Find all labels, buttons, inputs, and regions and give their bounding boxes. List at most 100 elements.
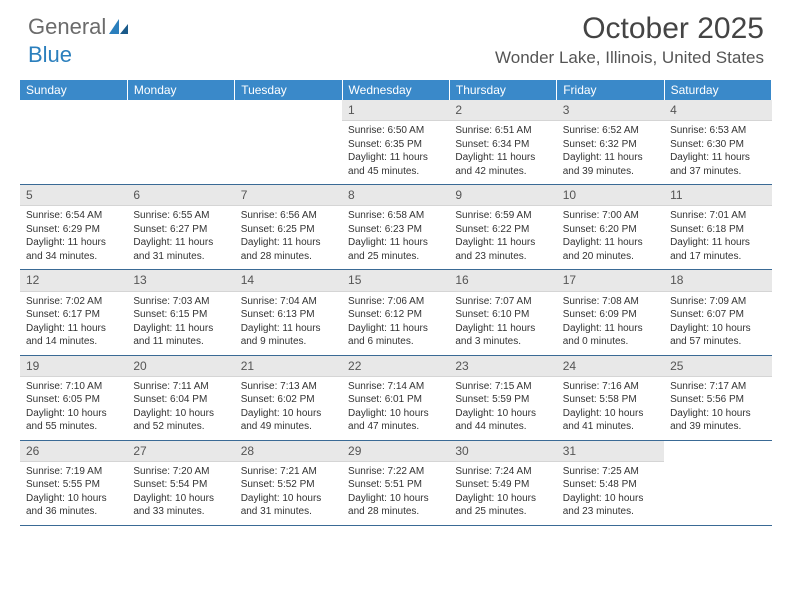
sunrise-text: Sunrise: 7:20 AM (133, 465, 228, 479)
day-content: Sunrise: 7:14 AMSunset: 6:01 PMDaylight:… (342, 377, 449, 440)
sunrise-text: Sunrise: 7:25 AM (563, 465, 658, 479)
day-number: 19 (20, 356, 127, 377)
sunrise-text: Sunrise: 7:06 AM (348, 295, 443, 309)
sunset-text: Sunset: 6:18 PM (670, 223, 765, 237)
sunset-text: Sunset: 6:07 PM (670, 308, 765, 322)
sunrise-text: Sunrise: 7:03 AM (133, 295, 228, 309)
daylight-text: Daylight: 11 hours and 23 minutes. (455, 236, 550, 263)
sunrise-text: Sunrise: 7:02 AM (26, 295, 121, 309)
sunset-text: Sunset: 6:29 PM (26, 223, 121, 237)
day-content: Sunrise: 6:58 AMSunset: 6:23 PMDaylight:… (342, 206, 449, 269)
daylight-text: Daylight: 11 hours and 25 minutes. (348, 236, 443, 263)
day-number: 28 (235, 441, 342, 462)
sunrise-text: Sunrise: 6:51 AM (455, 124, 550, 138)
sunrise-text: Sunrise: 7:00 AM (563, 209, 658, 223)
daylight-text: Daylight: 11 hours and 20 minutes. (563, 236, 658, 263)
calendar-day-cell: 31Sunrise: 7:25 AMSunset: 5:48 PMDayligh… (557, 440, 664, 525)
daylight-text: Daylight: 11 hours and 11 minutes. (133, 322, 228, 349)
calendar-day-cell: 15Sunrise: 7:06 AMSunset: 6:12 PMDayligh… (342, 270, 449, 355)
weekday-header-row: Sunday Monday Tuesday Wednesday Thursday… (20, 80, 772, 100)
sunset-text: Sunset: 6:13 PM (241, 308, 336, 322)
daylight-text: Daylight: 10 hours and 47 minutes. (348, 407, 443, 434)
calendar-table: Sunday Monday Tuesday Wednesday Thursday… (20, 80, 772, 526)
day-content: Sunrise: 6:56 AMSunset: 6:25 PMDaylight:… (235, 206, 342, 269)
sunrise-text: Sunrise: 7:07 AM (455, 295, 550, 309)
day-content: Sunrise: 7:25 AMSunset: 5:48 PMDaylight:… (557, 462, 664, 525)
day-content: Sunrise: 7:00 AMSunset: 6:20 PMDaylight:… (557, 206, 664, 269)
calendar-day-cell: 16Sunrise: 7:07 AMSunset: 6:10 PMDayligh… (449, 270, 556, 355)
calendar-day-cell (235, 100, 342, 185)
sunrise-text: Sunrise: 6:54 AM (26, 209, 121, 223)
day-content: Sunrise: 7:16 AMSunset: 5:58 PMDaylight:… (557, 377, 664, 440)
calendar-day-cell: 10Sunrise: 7:00 AMSunset: 6:20 PMDayligh… (557, 185, 664, 270)
day-number: 21 (235, 356, 342, 377)
day-number: 24 (557, 356, 664, 377)
daylight-text: Daylight: 10 hours and 39 minutes. (670, 407, 765, 434)
day-content: Sunrise: 7:22 AMSunset: 5:51 PMDaylight:… (342, 462, 449, 525)
calendar-day-cell: 1Sunrise: 6:50 AMSunset: 6:35 PMDaylight… (342, 100, 449, 185)
calendar-day-cell: 13Sunrise: 7:03 AMSunset: 6:15 PMDayligh… (127, 270, 234, 355)
sunrise-text: Sunrise: 7:15 AM (455, 380, 550, 394)
calendar-day-cell: 24Sunrise: 7:16 AMSunset: 5:58 PMDayligh… (557, 355, 664, 440)
weekday-header: Sunday (20, 80, 127, 100)
day-content: Sunrise: 7:24 AMSunset: 5:49 PMDaylight:… (449, 462, 556, 525)
day-number: 16 (449, 270, 556, 291)
daylight-text: Daylight: 11 hours and 28 minutes. (241, 236, 336, 263)
sunrise-text: Sunrise: 7:10 AM (26, 380, 121, 394)
daylight-text: Daylight: 11 hours and 14 minutes. (26, 322, 121, 349)
sunrise-text: Sunrise: 6:58 AM (348, 209, 443, 223)
logo-text-2: Blue (28, 42, 72, 67)
day-content: Sunrise: 7:06 AMSunset: 6:12 PMDaylight:… (342, 292, 449, 355)
sunset-text: Sunset: 5:51 PM (348, 478, 443, 492)
sunset-text: Sunset: 6:10 PM (455, 308, 550, 322)
day-number: 10 (557, 185, 664, 206)
daylight-text: Daylight: 10 hours and 41 minutes. (563, 407, 658, 434)
day-number: 12 (20, 270, 127, 291)
sunset-text: Sunset: 6:15 PM (133, 308, 228, 322)
day-content: Sunrise: 6:50 AMSunset: 6:35 PMDaylight:… (342, 121, 449, 184)
header: General Blue October 2025 Wonder Lake, I… (0, 0, 792, 72)
day-content: Sunrise: 7:11 AMSunset: 6:04 PMDaylight:… (127, 377, 234, 440)
weekday-header: Tuesday (235, 80, 342, 100)
sunrise-text: Sunrise: 7:08 AM (563, 295, 658, 309)
day-number: 27 (127, 441, 234, 462)
daylight-text: Daylight: 11 hours and 6 minutes. (348, 322, 443, 349)
day-number: 17 (557, 270, 664, 291)
calendar-day-cell (127, 100, 234, 185)
day-number: 25 (664, 356, 771, 377)
day-content: Sunrise: 7:10 AMSunset: 6:05 PMDaylight:… (20, 377, 127, 440)
calendar-day-cell: 23Sunrise: 7:15 AMSunset: 5:59 PMDayligh… (449, 355, 556, 440)
sunset-text: Sunset: 6:09 PM (563, 308, 658, 322)
weekday-header: Monday (127, 80, 234, 100)
day-number: 26 (20, 441, 127, 462)
day-content: Sunrise: 6:54 AMSunset: 6:29 PMDaylight:… (20, 206, 127, 269)
day-number: 9 (449, 185, 556, 206)
calendar-day-cell: 12Sunrise: 7:02 AMSunset: 6:17 PMDayligh… (20, 270, 127, 355)
day-content: Sunrise: 7:20 AMSunset: 5:54 PMDaylight:… (127, 462, 234, 525)
calendar-day-cell: 27Sunrise: 7:20 AMSunset: 5:54 PMDayligh… (127, 440, 234, 525)
sunset-text: Sunset: 6:23 PM (348, 223, 443, 237)
weekday-header: Thursday (449, 80, 556, 100)
sunrise-text: Sunrise: 7:19 AM (26, 465, 121, 479)
day-content: Sunrise: 6:53 AMSunset: 6:30 PMDaylight:… (664, 121, 771, 184)
calendar-day-cell: 3Sunrise: 6:52 AMSunset: 6:32 PMDaylight… (557, 100, 664, 185)
calendar-day-cell: 18Sunrise: 7:09 AMSunset: 6:07 PMDayligh… (664, 270, 771, 355)
day-number: 20 (127, 356, 234, 377)
day-number: 31 (557, 441, 664, 462)
calendar-week-row: 5Sunrise: 6:54 AMSunset: 6:29 PMDaylight… (20, 185, 772, 270)
day-number: 29 (342, 441, 449, 462)
sunrise-text: Sunrise: 7:24 AM (455, 465, 550, 479)
daylight-text: Daylight: 10 hours and 25 minutes. (455, 492, 550, 519)
location: Wonder Lake, Illinois, United States (28, 48, 764, 68)
daylight-text: Daylight: 10 hours and 23 minutes. (563, 492, 658, 519)
sunrise-text: Sunrise: 7:11 AM (133, 380, 228, 394)
calendar-week-row: 12Sunrise: 7:02 AMSunset: 6:17 PMDayligh… (20, 270, 772, 355)
logo-sail-icon (108, 16, 130, 42)
day-content: Sunrise: 6:59 AMSunset: 6:22 PMDaylight:… (449, 206, 556, 269)
day-content: Sunrise: 7:01 AMSunset: 6:18 PMDaylight:… (664, 206, 771, 269)
day-number: 6 (127, 185, 234, 206)
calendar-week-row: 1Sunrise: 6:50 AMSunset: 6:35 PMDaylight… (20, 100, 772, 185)
day-content: Sunrise: 7:04 AMSunset: 6:13 PMDaylight:… (235, 292, 342, 355)
calendar-day-cell: 11Sunrise: 7:01 AMSunset: 6:18 PMDayligh… (664, 185, 771, 270)
calendar-week-row: 26Sunrise: 7:19 AMSunset: 5:55 PMDayligh… (20, 440, 772, 525)
